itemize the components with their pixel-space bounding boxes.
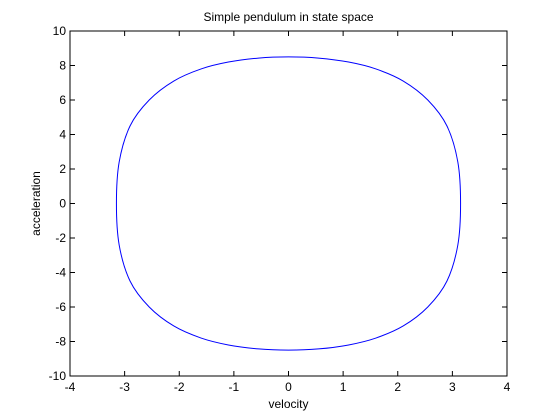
x-tick-label: -3 bbox=[119, 380, 130, 394]
series-layer bbox=[115, 56, 462, 351]
y-tick-label: 4 bbox=[59, 128, 66, 142]
x-axis-label: velocity bbox=[268, 397, 308, 411]
y-tick-label: 2 bbox=[59, 162, 66, 176]
y-tick-label: -8 bbox=[55, 335, 66, 349]
x-tick-label: 3 bbox=[449, 380, 456, 394]
x-tick-label: 4 bbox=[504, 380, 511, 394]
chart-title: Simple pendulum in state space bbox=[203, 10, 373, 24]
x-tick-label: -4 bbox=[65, 380, 76, 394]
x-tick-label: -2 bbox=[174, 380, 185, 394]
y-tick-label: -10 bbox=[49, 369, 67, 383]
x-tick-label: 0 bbox=[285, 380, 292, 394]
x-axis-ticks: -4 -3 -2 -1 0 1 2 3 4 bbox=[65, 31, 511, 394]
y-tick-label: -6 bbox=[55, 300, 66, 314]
y-tick-label: 8 bbox=[59, 59, 66, 73]
y-tick-label: 10 bbox=[53, 24, 67, 38]
x-tick-label: 2 bbox=[394, 380, 401, 394]
x-tick-label: -1 bbox=[229, 380, 240, 394]
y-tick-label: 6 bbox=[59, 93, 66, 107]
series-line bbox=[115, 56, 462, 351]
x-tick-label: 1 bbox=[340, 380, 347, 394]
y-axis-ticks: -10 -8 -6 -4 -2 0 2 4 6 8 10 bbox=[49, 24, 507, 383]
y-tick-label: -4 bbox=[55, 266, 66, 280]
plot-area bbox=[70, 31, 507, 376]
y-tick-label: 0 bbox=[59, 197, 66, 211]
y-axis-label: acceleration bbox=[29, 171, 43, 236]
y-tick-label: -2 bbox=[55, 231, 66, 245]
